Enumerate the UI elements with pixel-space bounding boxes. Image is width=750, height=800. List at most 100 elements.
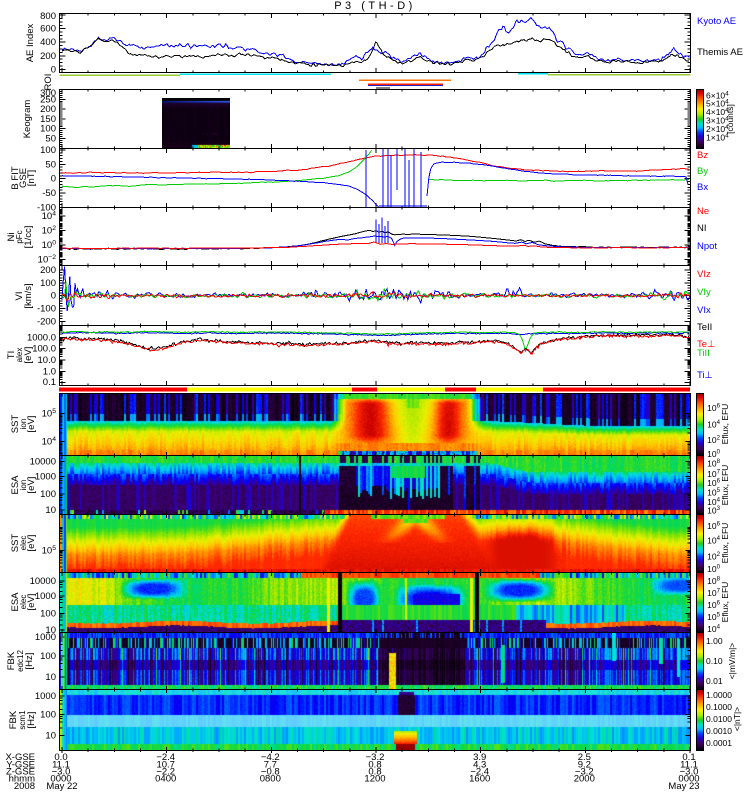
svg-text:6×104: 6×104 bbox=[706, 90, 729, 100]
svg-text:Eflux, EFU: Eflux, EFU bbox=[720, 465, 730, 506]
svg-text:102: 102 bbox=[42, 225, 57, 237]
svg-text:1200: 1200 bbox=[364, 774, 385, 785]
svg-text:Bx: Bx bbox=[697, 182, 708, 193]
svg-text:Eflux, EFU: Eflux, EFU bbox=[720, 404, 730, 445]
svg-text:TI: TI bbox=[6, 351, 17, 359]
svg-text:7.7: 7.7 bbox=[264, 760, 277, 771]
svg-text:2008: 2008 bbox=[14, 781, 35, 792]
svg-text:−2.2: −2.2 bbox=[156, 767, 175, 778]
svg-text:11.1: 11.1 bbox=[52, 760, 70, 771]
svg-text:4.3: 4.3 bbox=[473, 760, 486, 771]
svg-text:250: 250 bbox=[40, 94, 56, 105]
svg-text:−4.2: −4.2 bbox=[261, 752, 280, 763]
svg-text:−3.0: −3.0 bbox=[680, 767, 699, 778]
svg-text:10000: 10000 bbox=[30, 576, 56, 587]
svg-text:100: 100 bbox=[40, 608, 56, 619]
svg-text:0.0001: 0.0001 bbox=[706, 738, 732, 748]
svg-text:-200: -200 bbox=[37, 316, 56, 327]
svg-text:Te⊥: Te⊥ bbox=[697, 339, 715, 350]
svg-text:400: 400 bbox=[40, 37, 56, 48]
svg-text:0.1: 0.1 bbox=[682, 752, 695, 763]
svg-text:Npot: Npot bbox=[697, 241, 717, 252]
svg-text:alex: alex bbox=[15, 348, 24, 363]
svg-text:P3 (TH-D): P3 (TH-D) bbox=[334, 0, 416, 12]
svg-text:100: 100 bbox=[40, 651, 56, 662]
svg-text:100.0: 100.0 bbox=[32, 344, 56, 355]
svg-text:0400: 0400 bbox=[155, 774, 176, 785]
svg-text:NI: NI bbox=[697, 223, 707, 234]
svg-text:B FIT: B FIT bbox=[10, 166, 21, 189]
svg-text:pFc: pFc bbox=[15, 230, 24, 243]
svg-text:10.0: 10.0 bbox=[38, 355, 57, 366]
svg-text:[1/cc]: [1/cc] bbox=[23, 226, 34, 249]
svg-text:11.1: 11.1 bbox=[680, 760, 698, 771]
svg-text:103: 103 bbox=[707, 505, 720, 516]
svg-text:0000: 0000 bbox=[50, 774, 71, 785]
svg-text:10: 10 bbox=[45, 625, 56, 636]
svg-text:104: 104 bbox=[707, 497, 720, 508]
svg-text:50: 50 bbox=[45, 134, 56, 145]
svg-text:100: 100 bbox=[40, 124, 56, 135]
svg-text:ion: ion bbox=[19, 419, 28, 430]
svg-text:Ti⊥: Ti⊥ bbox=[697, 370, 713, 381]
svg-text:10: 10 bbox=[45, 505, 56, 516]
svg-text:SST: SST bbox=[10, 534, 21, 553]
svg-text:0000: 0000 bbox=[678, 774, 699, 785]
svg-text:106: 106 bbox=[707, 478, 720, 489]
svg-text:106: 106 bbox=[707, 521, 720, 532]
svg-text:104: 104 bbox=[707, 419, 720, 430]
svg-text:-100: -100 bbox=[37, 202, 56, 213]
svg-text:200: 200 bbox=[40, 265, 56, 276]
svg-text:FBK: FBK bbox=[6, 651, 17, 670]
svg-text:10−2: 10−2 bbox=[38, 254, 57, 266]
svg-text:[eV]: [eV] bbox=[26, 416, 37, 433]
svg-text:−3.2: −3.2 bbox=[575, 767, 594, 778]
svg-text:0.0100: 0.0100 bbox=[706, 714, 732, 724]
svg-text:ROI: ROI bbox=[43, 74, 54, 91]
svg-text:50: 50 bbox=[45, 159, 56, 170]
svg-text:300: 300 bbox=[40, 88, 56, 99]
svg-text:Ne: Ne bbox=[697, 206, 709, 217]
svg-text:100: 100 bbox=[40, 145, 56, 156]
svg-text:SST: SST bbox=[10, 415, 21, 434]
svg-text:0.0: 0.0 bbox=[54, 752, 67, 763]
svg-text:[eV]: [eV] bbox=[23, 347, 34, 364]
svg-text:[eV]: [eV] bbox=[26, 477, 37, 494]
svg-text:2.5: 2.5 bbox=[578, 752, 591, 763]
svg-text:600: 600 bbox=[40, 24, 56, 35]
svg-text:1000: 1000 bbox=[35, 472, 56, 483]
svg-text:3×104: 3×104 bbox=[706, 116, 729, 126]
svg-text:10: 10 bbox=[45, 672, 56, 683]
svg-text:2×104: 2×104 bbox=[706, 124, 729, 134]
svg-text:−2.4: −2.4 bbox=[470, 767, 489, 778]
svg-text:5×104: 5×104 bbox=[706, 99, 729, 109]
svg-text:ESA: ESA bbox=[10, 475, 21, 495]
svg-text:100: 100 bbox=[40, 710, 56, 721]
svg-text:edc12: edc12 bbox=[16, 650, 25, 672]
svg-text:200: 200 bbox=[40, 51, 56, 62]
svg-text:100: 100 bbox=[707, 564, 720, 575]
svg-text:−0.8: −0.8 bbox=[261, 767, 280, 778]
svg-text:[eV]: [eV] bbox=[26, 535, 37, 552]
svg-text:106: 106 bbox=[707, 403, 720, 414]
svg-text:100: 100 bbox=[707, 449, 720, 460]
svg-text:Eflux, EFU: Eflux, EFU bbox=[720, 582, 730, 623]
svg-text:GSE: GSE bbox=[18, 168, 29, 188]
svg-text:1000.0: 1000.0 bbox=[27, 332, 56, 343]
svg-text:1×104: 1×104 bbox=[706, 132, 729, 142]
svg-text:TeII: TeII bbox=[697, 322, 712, 333]
svg-text:10: 10 bbox=[45, 731, 56, 742]
svg-text:VIy: VIy bbox=[697, 287, 711, 298]
svg-text:107: 107 bbox=[707, 468, 720, 479]
svg-text:0.0010: 0.0010 bbox=[706, 726, 732, 736]
svg-text:106: 106 bbox=[707, 600, 720, 611]
svg-text:X-GSE: X-GSE bbox=[5, 752, 35, 763]
svg-text:ESA: ESA bbox=[10, 592, 21, 612]
svg-text:AE Index: AE Index bbox=[25, 23, 36, 62]
svg-text:0: 0 bbox=[51, 291, 56, 302]
svg-text:100: 100 bbox=[40, 278, 56, 289]
svg-text:hhmm: hhmm bbox=[9, 774, 35, 785]
svg-text:Eflux, EFU: Eflux, EFU bbox=[720, 523, 730, 564]
svg-text:<|nT|>: <|nT|> bbox=[732, 707, 742, 731]
svg-text:TiII: TiII bbox=[697, 348, 710, 359]
